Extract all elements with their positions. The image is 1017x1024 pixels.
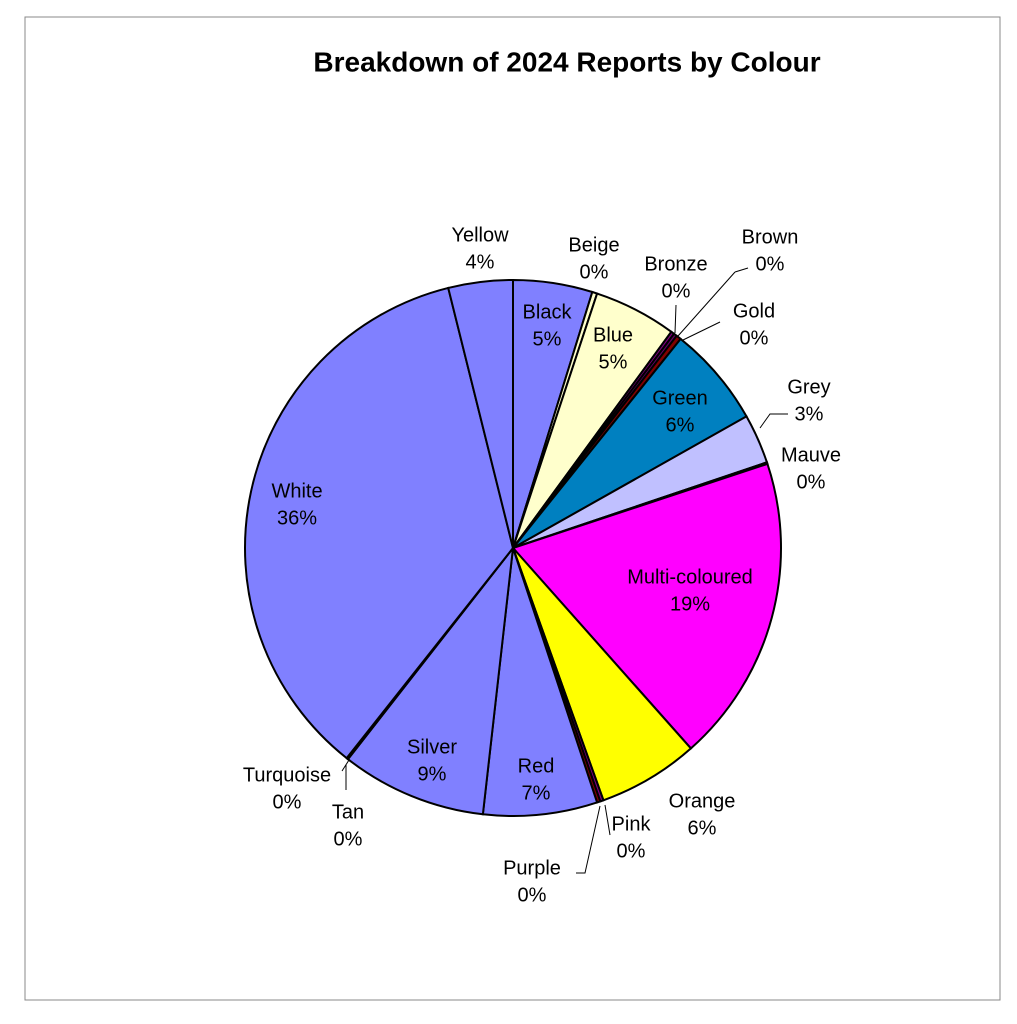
slice-label: Pink: [612, 813, 652, 835]
slice-label: Multi-coloured: [627, 566, 753, 588]
pie-slice: [481, 547, 599, 817]
slice-value-label: 6%: [688, 817, 717, 839]
slice-label: Bronze: [644, 253, 707, 275]
slice-label: Gold: [733, 300, 775, 322]
slice-label: Yellow: [451, 224, 509, 246]
leader-line: [734, 267, 749, 273]
slice-label: Red: [518, 755, 555, 777]
slice-value-label: 4%: [466, 251, 495, 273]
slice-value-label: 7%: [522, 782, 551, 804]
slice-label: Silver: [407, 736, 457, 758]
leader-line: [576, 805, 601, 874]
slice-label: Black: [523, 301, 573, 323]
leader-line: [682, 321, 721, 341]
slice-label: White: [271, 480, 322, 502]
slice-value-label: 0%: [617, 840, 646, 862]
slice-value-label: 3%: [795, 403, 824, 425]
slice-value-label: 9%: [418, 763, 447, 785]
slice-label: Beige: [568, 234, 619, 256]
slice-label: Grey: [787, 376, 830, 398]
leader-line: [604, 804, 611, 836]
slice-label: Tan: [332, 801, 364, 823]
leader-line: [341, 759, 350, 772]
slice-value-label: 0%: [662, 280, 691, 302]
slice-value-label: 19%: [670, 593, 710, 615]
pie-slice: [447, 278, 514, 549]
slice-label: Purple: [503, 857, 561, 879]
slice-label: Orange: [669, 790, 736, 812]
slice-label: Blue: [593, 324, 633, 346]
slice-value-label: 0%: [334, 828, 363, 850]
slice-label: Green: [652, 387, 708, 409]
chart-title: Breakdown of 2024 Reports by Colour: [313, 46, 820, 77]
slice-value-label: 0%: [273, 791, 302, 813]
pie-slice: [244, 286, 515, 760]
slice-label: Turquoise: [243, 764, 331, 786]
slice-value-label: 0%: [740, 327, 769, 349]
leader-line: [677, 271, 736, 337]
leader-line: [759, 413, 788, 429]
slice-label: Mauve: [781, 444, 841, 466]
pie-slice: [511, 462, 782, 750]
slice-value-label: 6%: [666, 414, 695, 436]
slice-value-label: 5%: [533, 328, 562, 350]
slice-value-label: 5%: [599, 351, 628, 373]
slice-value-label: 0%: [518, 884, 547, 906]
pie-slice: [346, 544, 515, 816]
slice-value-label: 36%: [277, 507, 317, 529]
slice-value-label: 0%: [797, 471, 826, 493]
leader-line: [674, 304, 677, 334]
slice-value-label: 0%: [756, 253, 785, 275]
slice-label: Brown: [742, 226, 799, 248]
slice-value-label: 0%: [580, 261, 609, 283]
